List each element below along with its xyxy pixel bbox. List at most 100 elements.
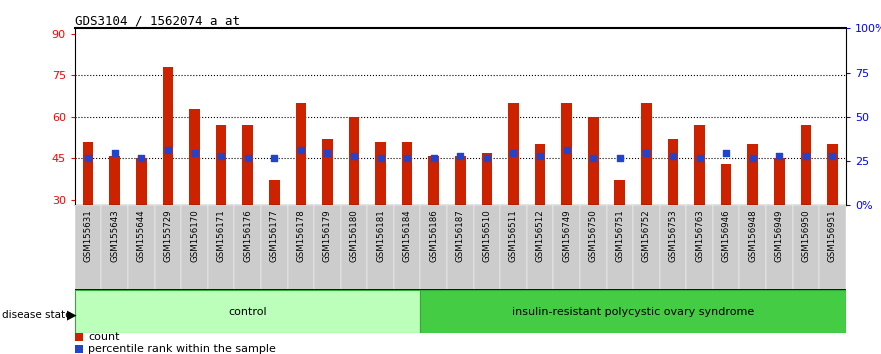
Point — [533, 153, 547, 158]
Bar — [242, 125, 253, 205]
Bar — [189, 109, 200, 205]
Bar — [747, 144, 758, 205]
Text: GSM156763: GSM156763 — [695, 210, 704, 262]
Text: GSM155643: GSM155643 — [110, 210, 119, 262]
Bar — [553, 205, 580, 290]
Bar — [482, 153, 492, 205]
Bar — [420, 205, 447, 290]
Point — [214, 153, 228, 158]
Text: GSM156951: GSM156951 — [828, 210, 837, 262]
Bar — [136, 158, 146, 205]
Text: GSM156750: GSM156750 — [589, 210, 597, 262]
Text: GDS3104 / 1562074_a_at: GDS3104 / 1562074_a_at — [75, 14, 240, 27]
Bar — [322, 139, 333, 205]
Bar — [739, 205, 766, 290]
Bar — [606, 205, 633, 290]
Text: GSM156749: GSM156749 — [562, 210, 571, 262]
Bar — [819, 205, 846, 290]
Bar — [580, 205, 606, 290]
Bar — [668, 139, 678, 205]
Text: GSM156751: GSM156751 — [615, 210, 625, 262]
Point — [107, 150, 122, 156]
Text: disease state: disease state — [2, 310, 71, 320]
Point — [825, 153, 840, 158]
Text: GSM156512: GSM156512 — [536, 210, 544, 262]
Bar — [615, 181, 626, 205]
Text: GSM156180: GSM156180 — [350, 210, 359, 262]
Text: ▶: ▶ — [67, 309, 77, 321]
Text: GSM155729: GSM155729 — [163, 210, 173, 262]
Bar — [774, 158, 785, 205]
Bar — [128, 205, 155, 290]
Text: GSM156949: GSM156949 — [774, 210, 784, 262]
Text: count: count — [88, 332, 120, 342]
Bar — [721, 164, 731, 205]
Point — [188, 150, 202, 156]
Bar — [713, 205, 739, 290]
Bar — [508, 103, 519, 205]
Text: GSM156187: GSM156187 — [455, 210, 465, 262]
Bar — [208, 205, 234, 290]
Point — [480, 155, 494, 161]
Bar — [83, 142, 93, 205]
Point — [161, 147, 175, 153]
Point — [692, 155, 707, 161]
Bar — [75, 205, 101, 290]
Bar — [455, 155, 466, 205]
Bar — [315, 205, 341, 290]
Bar — [75, 345, 83, 353]
Point — [586, 155, 600, 161]
Bar — [766, 205, 793, 290]
Bar — [420, 290, 846, 333]
Bar — [660, 205, 686, 290]
Bar — [394, 205, 420, 290]
Point — [321, 150, 335, 156]
Text: GSM156753: GSM156753 — [669, 210, 677, 262]
Bar — [402, 142, 412, 205]
Text: GSM156186: GSM156186 — [429, 210, 438, 262]
Point — [293, 147, 307, 153]
Bar — [261, 205, 287, 290]
Point — [134, 155, 148, 161]
Point — [666, 153, 680, 158]
Text: GSM156946: GSM156946 — [722, 210, 730, 262]
Text: GSM155631: GSM155631 — [84, 210, 93, 262]
Bar — [163, 67, 174, 205]
Point — [613, 155, 627, 161]
Bar — [367, 205, 394, 290]
Text: GSM156184: GSM156184 — [403, 210, 411, 262]
Bar — [801, 125, 811, 205]
Text: GSM156510: GSM156510 — [483, 210, 492, 262]
Text: GSM156176: GSM156176 — [243, 210, 252, 262]
Bar — [633, 205, 660, 290]
Text: GSM156511: GSM156511 — [509, 210, 518, 262]
Text: GSM156178: GSM156178 — [296, 210, 306, 262]
Point — [559, 147, 574, 153]
Point — [241, 155, 255, 161]
Text: GSM156752: GSM156752 — [642, 210, 651, 262]
Bar — [375, 142, 386, 205]
Bar — [474, 205, 500, 290]
Bar — [295, 103, 307, 205]
Bar — [447, 205, 474, 290]
Point — [267, 155, 281, 161]
Text: GSM155644: GSM155644 — [137, 210, 146, 262]
Point — [640, 150, 654, 156]
Text: insulin-resistant polycystic ovary syndrome: insulin-resistant polycystic ovary syndr… — [512, 307, 754, 316]
Point — [745, 155, 759, 161]
Bar — [561, 103, 572, 205]
Point — [507, 150, 521, 156]
Text: GSM156179: GSM156179 — [323, 210, 332, 262]
Bar — [109, 155, 120, 205]
Bar — [287, 205, 315, 290]
Bar — [181, 205, 208, 290]
Text: GSM156177: GSM156177 — [270, 210, 278, 262]
Bar — [269, 181, 279, 205]
Bar — [686, 205, 713, 290]
Text: GSM156171: GSM156171 — [217, 210, 226, 262]
Bar — [101, 205, 128, 290]
Point — [454, 153, 468, 158]
Point — [799, 153, 813, 158]
Text: GSM156948: GSM156948 — [748, 210, 758, 262]
Bar — [500, 205, 527, 290]
